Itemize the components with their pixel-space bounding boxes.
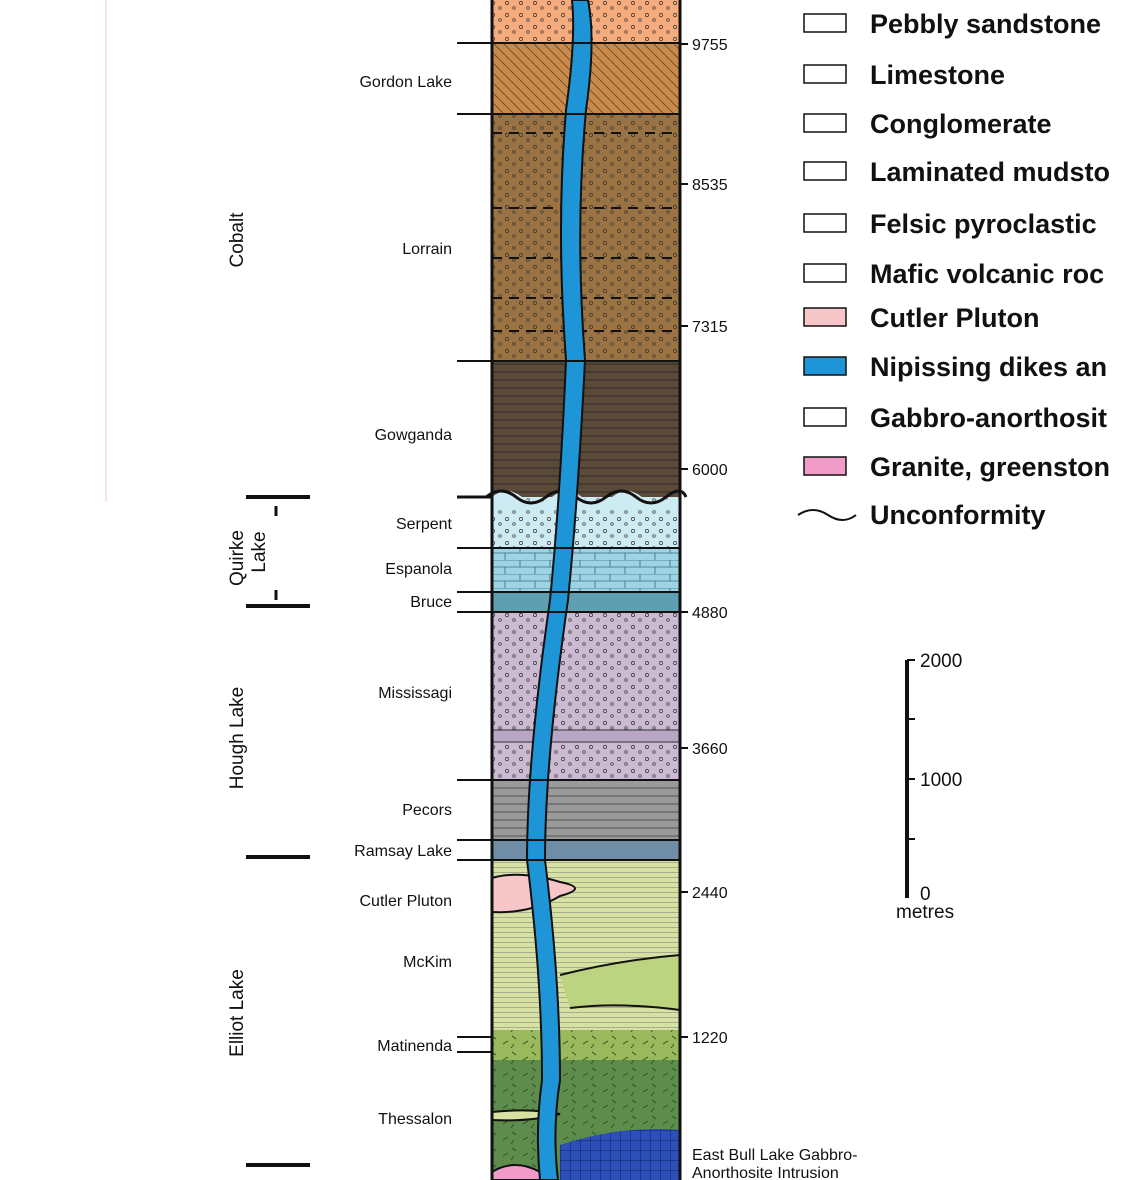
scale-label: 2000 bbox=[920, 651, 962, 672]
formation-label: McKim bbox=[403, 954, 452, 971]
legend-swatch bbox=[804, 162, 846, 180]
column bbox=[246, 0, 686, 1180]
scale-unit: metres bbox=[896, 902, 954, 923]
legend-swatch bbox=[804, 264, 846, 282]
formation-label: Espanola bbox=[385, 561, 452, 578]
legend-label: Unconformity bbox=[870, 500, 1046, 530]
depth-label: 8535 bbox=[692, 177, 728, 194]
legend-label: Laminated mudsto bbox=[870, 157, 1110, 187]
formation-label: Thessalon bbox=[378, 1111, 452, 1128]
formation-labels: Gordon Lake Lorrain Gowganda Serpent Espanol… bbox=[354, 74, 452, 1128]
legend-swatch bbox=[804, 214, 846, 232]
legend-label: Mafic volcanic roc bbox=[870, 259, 1104, 289]
legend-label: Limestone bbox=[870, 60, 1005, 90]
formation-label: Ramsay Lake bbox=[354, 843, 452, 860]
group-label: Cobalt bbox=[227, 212, 248, 268]
scale-label: 1000 bbox=[920, 770, 962, 791]
legend-label: Cutler Pluton bbox=[870, 303, 1040, 333]
depth-label: 6000 bbox=[692, 462, 728, 479]
stratigraphic-diagram: Gordon Lake Lorrain Gowganda Serpent Espanol… bbox=[0, 0, 1135, 1180]
legend-swatch bbox=[804, 308, 846, 326]
intrusion-label: Anorthosite Intrusion bbox=[692, 1165, 839, 1180]
legend-label: Gabbro-anorthosit bbox=[870, 403, 1107, 433]
formation-label: Gowganda bbox=[375, 427, 452, 444]
legend-swatch bbox=[804, 408, 846, 426]
depth-labels: 9755 8535 7315 6000 4880 3660 2440 1220 bbox=[680, 37, 728, 1047]
formation-label: Mississagi bbox=[378, 685, 452, 702]
depth-label: 4880 bbox=[692, 605, 728, 622]
legend-label: Conglomerate bbox=[870, 109, 1052, 139]
group-label: Hough Lake bbox=[227, 687, 248, 789]
legend-swatch bbox=[798, 510, 856, 520]
legend-swatch bbox=[804, 14, 846, 32]
depth-label: 9755 bbox=[692, 37, 728, 54]
legend-label: Nipissing dikes an bbox=[870, 352, 1107, 382]
legend-swatch bbox=[804, 65, 846, 83]
legend-label: Granite, greenston bbox=[870, 452, 1110, 482]
intrusion-label: East Bull Lake Gabbro- bbox=[692, 1147, 857, 1164]
legend-swatch bbox=[804, 114, 846, 132]
formation-label: Lorrain bbox=[402, 241, 452, 258]
legend-swatch bbox=[804, 357, 846, 375]
group-label: Quirke bbox=[227, 530, 248, 586]
depth-label: 3660 bbox=[692, 741, 728, 758]
formation-label: Serpent bbox=[396, 516, 453, 533]
formation-label: Pecors bbox=[402, 802, 452, 819]
formation-label: Matinenda bbox=[377, 1038, 452, 1055]
depth-label: 7315 bbox=[692, 319, 728, 336]
scale-bar: 2000 1000 0 metres bbox=[896, 651, 962, 923]
depth-label: 2440 bbox=[692, 885, 728, 902]
group-label: Elliot Lake bbox=[227, 969, 248, 1057]
legend-swatch bbox=[804, 457, 846, 475]
formation-label: Gordon Lake bbox=[359, 74, 452, 91]
legend-label: Felsic pyroclastic bbox=[870, 209, 1097, 239]
group-label: Lake bbox=[249, 531, 270, 572]
legend: Pebbly sandstone Limestone Conglomerate Lam… bbox=[798, 9, 1110, 530]
formation-label: Cutler Pluton bbox=[360, 893, 453, 910]
formation-label: Bruce bbox=[410, 594, 452, 611]
depth-label: 1220 bbox=[692, 1030, 728, 1047]
legend-label: Pebbly sandstone bbox=[870, 9, 1101, 39]
